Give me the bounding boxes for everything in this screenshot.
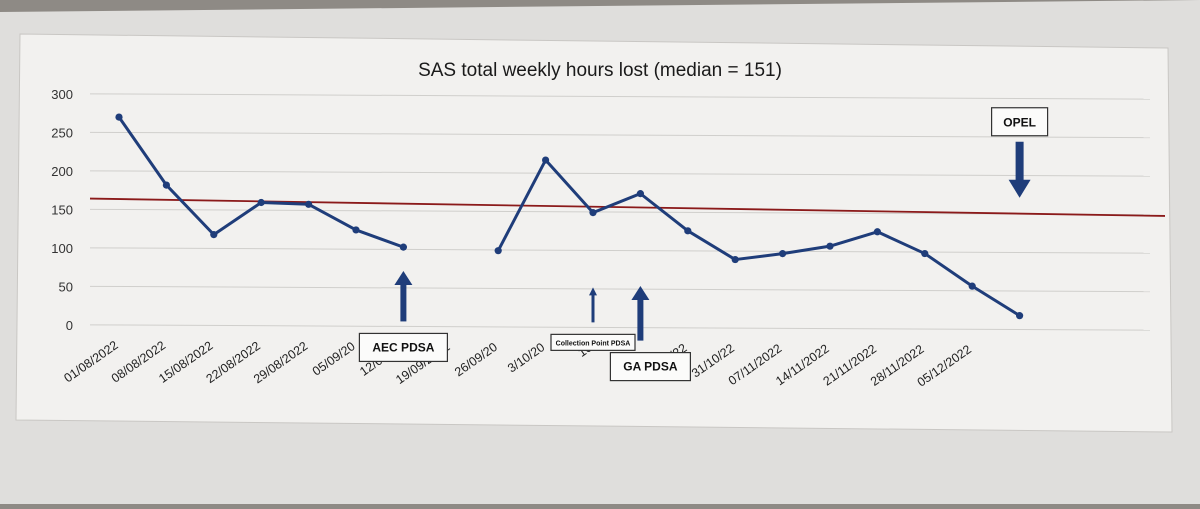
gridline	[89, 247, 1151, 254]
arrow-shaft	[637, 298, 644, 341]
data-point	[494, 247, 502, 255]
y-tick-label: 50	[59, 279, 73, 294]
annotations: AEC PDSA Collection Point PDSA GA PDSA OPEL	[358, 107, 1049, 382]
data-point	[779, 250, 787, 258]
annotation-box	[990, 107, 1049, 137]
data-point	[257, 198, 265, 207]
data-point	[399, 243, 407, 251]
data-point	[305, 200, 313, 208]
data-point	[352, 226, 360, 234]
annotation-label: GA PDSA	[623, 360, 678, 374]
chart-area	[15, 33, 1173, 433]
annotation-label: AEC PDSA	[372, 340, 434, 354]
data-point	[921, 249, 929, 258]
data-point	[115, 113, 123, 121]
y-tick-label: 200	[51, 164, 73, 179]
series-line	[496, 158, 1021, 317]
y-tick-label: 150	[51, 202, 73, 217]
data-point	[542, 156, 550, 164]
chart-title: SAS total weekly hours lost (median = 15…	[418, 60, 782, 81]
data-point	[731, 255, 739, 264]
arrow-shaft	[1015, 141, 1024, 182]
data-point	[210, 231, 218, 239]
series-group	[115, 113, 1024, 320]
data-point	[968, 282, 976, 290]
data-point	[636, 190, 645, 198]
arrow-shaft	[400, 282, 407, 322]
annotation-box	[550, 333, 636, 351]
y-tick-label: 0	[66, 318, 73, 333]
annotation-label: Collection Point PDSA	[556, 340, 631, 347]
gridline	[89, 131, 1151, 139]
y-axis: 300 250 200 150 100 50 0	[51, 87, 73, 333]
gridline	[89, 324, 1151, 331]
gridline	[89, 285, 1151, 293]
data-point	[684, 227, 692, 235]
y-tick-label: 300	[51, 87, 73, 102]
data-point	[1016, 312, 1024, 320]
arrow-head	[589, 287, 597, 296]
annotation-box	[358, 332, 448, 363]
annotation-label: OPEL	[1003, 116, 1036, 130]
arrow-shaft	[591, 294, 595, 323]
data-point	[873, 228, 882, 236]
gridlines	[89, 93, 1151, 331]
data-point	[162, 181, 170, 189]
arrow-head	[631, 286, 650, 301]
y-tick-label: 100	[51, 241, 73, 256]
arrow-head	[394, 270, 413, 285]
y-tick-label: 250	[51, 125, 73, 140]
annotation-box	[609, 352, 692, 382]
data-point	[826, 242, 834, 250]
data-point	[589, 209, 597, 217]
arrow-head	[1008, 179, 1031, 198]
gridline	[89, 170, 1151, 177]
gridline	[89, 93, 1151, 100]
gridline	[89, 208, 1151, 216]
